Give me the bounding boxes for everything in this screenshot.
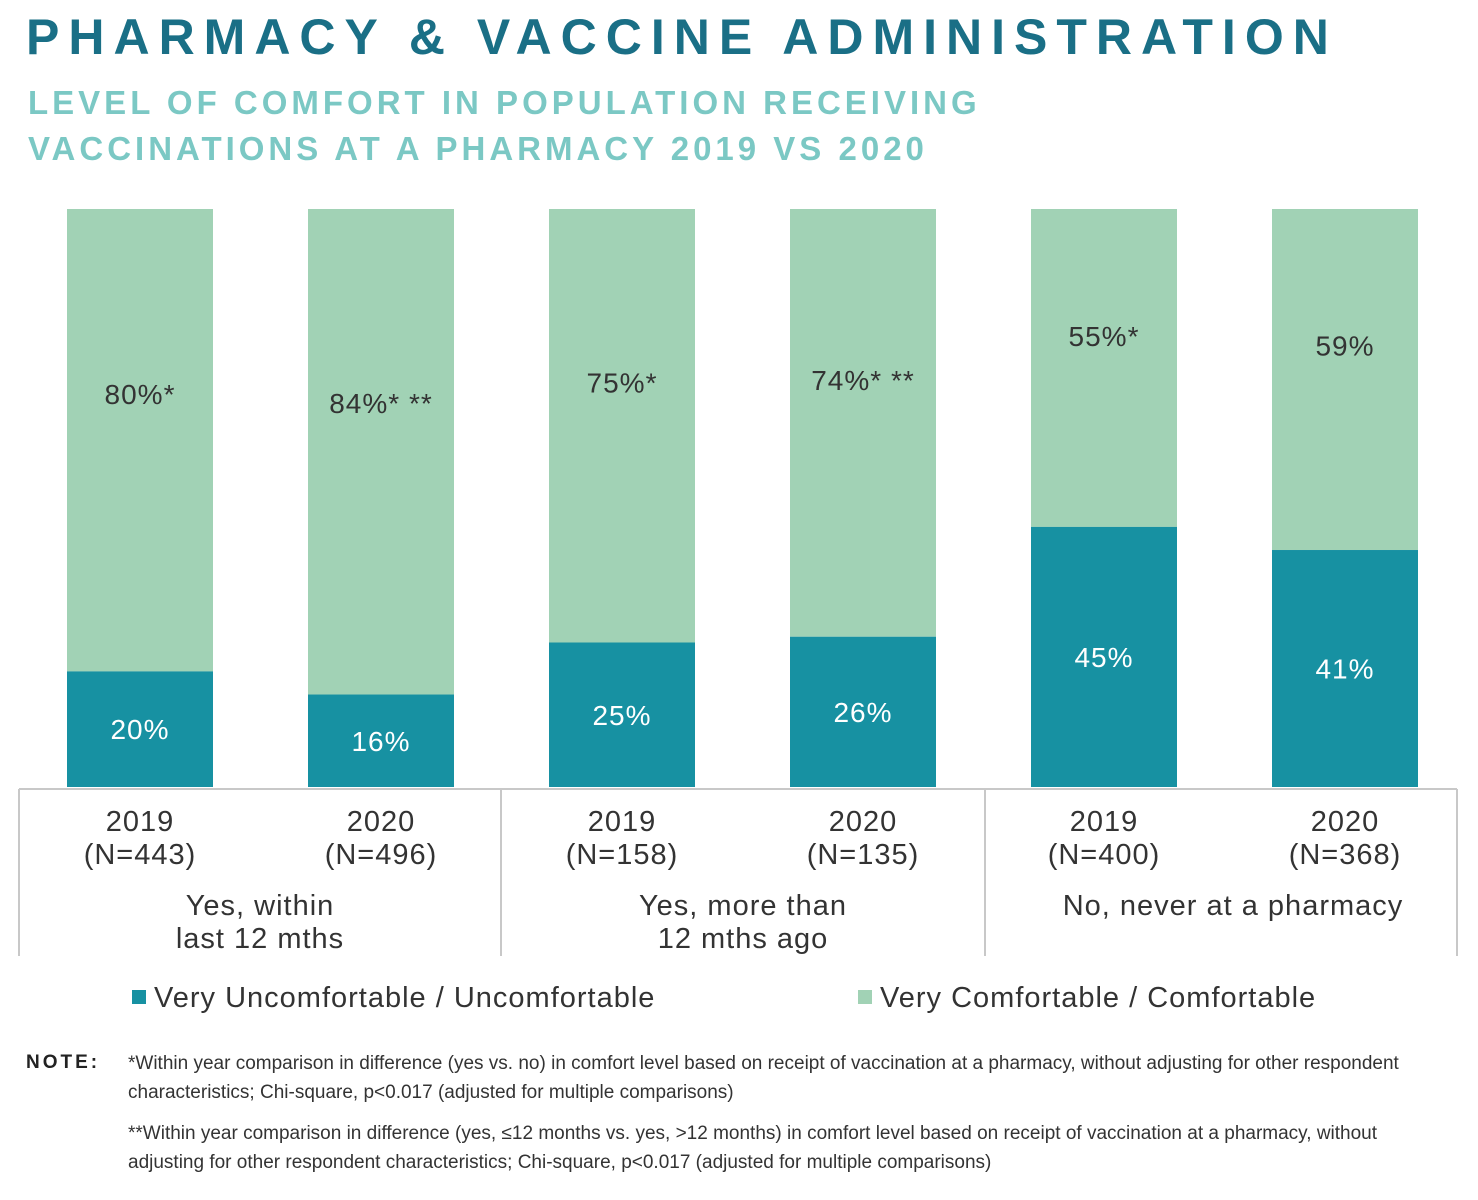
data-label-comfortable: 59% <box>1315 330 1374 361</box>
note-text-2: **Within year comparison in difference (… <box>128 1123 1378 1173</box>
bar-comfortable <box>1031 209 1177 527</box>
data-label-comfortable: 74%* ** <box>811 365 915 396</box>
page-title: PHARMACY & VACCINE ADMINISTRATION <box>26 9 1338 65</box>
bar-comfortable <box>790 209 936 637</box>
tick-label-year: 2019 <box>1070 806 1139 838</box>
group-label: No, never at a pharmacy <box>1063 890 1404 922</box>
data-label-uncomfortable: 26% <box>833 697 892 728</box>
note-text-1: *Within year comparison in difference (y… <box>128 1053 1399 1103</box>
tick-label-n: (N=158) <box>566 839 679 871</box>
tick-label-n: (N=400) <box>1048 839 1161 871</box>
data-label-uncomfortable: 20% <box>110 714 169 745</box>
data-label-comfortable: 55%* <box>1069 321 1140 352</box>
data-label-uncomfortable: 16% <box>351 726 410 757</box>
data-label-comfortable: 84%* ** <box>329 388 433 419</box>
tick-label-n: (N=496) <box>325 839 438 871</box>
group-label: Yes, more than <box>639 890 847 922</box>
tick-label-year: 2019 <box>106 806 175 838</box>
bar-uncomfortable <box>549 642 695 787</box>
bar-comfortable <box>549 209 695 643</box>
bar-uncomfortable <box>67 671 213 787</box>
tick-label-year: 2019 <box>588 806 657 838</box>
bar-uncomfortable <box>308 694 454 787</box>
group-label: last 12 mths <box>176 923 344 955</box>
legend-swatch-uncomfortable <box>132 990 146 1004</box>
tick-label-n: (N=135) <box>807 839 920 871</box>
legend-label-comfortable: Very Comfortable / Comfortable <box>880 982 1317 1014</box>
data-label-comfortable: 75%* <box>587 367 658 398</box>
bar-uncomfortable <box>1272 550 1418 787</box>
note-label: NOTE: <box>26 1052 101 1073</box>
bar-comfortable <box>1272 209 1418 551</box>
data-label-uncomfortable: 25% <box>592 700 651 731</box>
bar-uncomfortable <box>790 636 936 787</box>
bar-comfortable <box>67 209 213 672</box>
legend-label-uncomfortable: Very Uncomfortable / Uncomfortable <box>154 982 656 1014</box>
bar-uncomfortable <box>1031 526 1177 787</box>
stacked-bar-chart: 20%80%*2019(N=443)16%84%* **2020(N=496)2… <box>18 209 1458 956</box>
tick-label-year: 2020 <box>347 806 416 838</box>
legend-item-comfortable: Very Comfortable / Comfortable <box>858 982 1316 1015</box>
legend-swatch-comfortable <box>858 990 872 1004</box>
group-label: Yes, within <box>186 890 335 922</box>
chart-subtitle: LEVEL OF COMFORT IN POPULATION RECEIVING… <box>28 84 981 167</box>
tick-label-n: (N=368) <box>1289 839 1402 871</box>
tick-label-year: 2020 <box>1311 806 1380 838</box>
data-label-comfortable: 80%* <box>105 379 176 410</box>
data-label-uncomfortable: 41% <box>1315 654 1374 685</box>
group-label: 12 mths ago <box>658 923 829 955</box>
tick-label-year: 2020 <box>829 806 898 838</box>
tick-label-n: (N=443) <box>84 839 197 871</box>
legend-item-uncomfortable: Very Uncomfortable / Uncomfortable <box>132 982 655 1015</box>
data-label-uncomfortable: 45% <box>1074 642 1133 673</box>
bar-comfortable <box>308 209 454 695</box>
